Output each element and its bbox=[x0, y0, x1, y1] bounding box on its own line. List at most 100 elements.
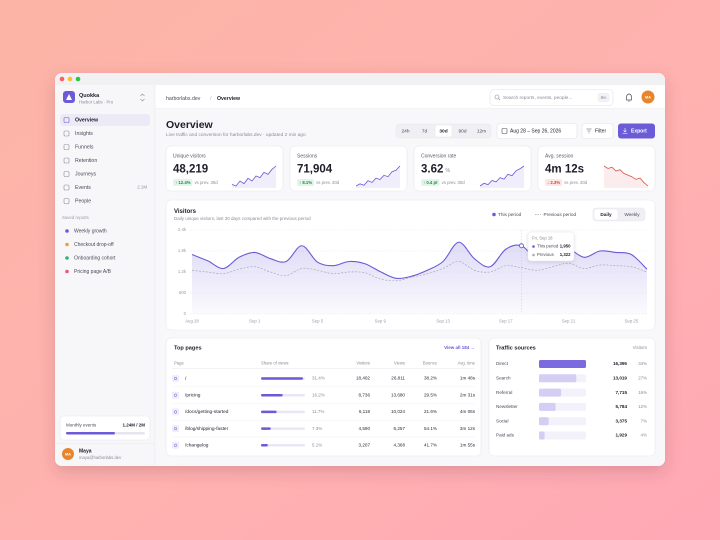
legend-label: This period bbox=[498, 212, 522, 217]
nav-item[interactable]: Funnels bbox=[75, 144, 94, 150]
page-path[interactable]: / bbox=[185, 376, 187, 382]
views: 6,257 bbox=[394, 426, 406, 431]
kpi-card bbox=[165, 145, 284, 192]
x-tick-label: Aug 28 bbox=[185, 319, 199, 324]
visitors: 8,736 bbox=[359, 392, 371, 397]
range-option[interactable]: 12m bbox=[477, 129, 486, 135]
breadcrumb-current: Overview bbox=[217, 96, 241, 102]
source-bar bbox=[539, 374, 577, 383]
nav-active-bg bbox=[60, 114, 150, 126]
page-icon bbox=[172, 425, 179, 433]
kpi-compare: vs prev. 30d bbox=[442, 180, 466, 185]
y-tick-label: 1.2k bbox=[178, 269, 187, 274]
toggle-option[interactable]: Weekly bbox=[624, 212, 640, 217]
date-range: Aug 28 – Sep 26, 2026 bbox=[510, 129, 561, 135]
x-tick-label: Sep 21 bbox=[562, 319, 576, 324]
kpi-delta: ↑ 12.4% bbox=[175, 180, 191, 185]
page-path[interactable]: /pricing bbox=[185, 392, 201, 398]
range-option[interactable]: 30d bbox=[439, 129, 447, 135]
source-track bbox=[539, 431, 586, 440]
range-option[interactable]: 24h bbox=[401, 129, 409, 135]
source-visitors: 13,019 bbox=[613, 376, 627, 381]
nav-item[interactable]: People bbox=[75, 198, 91, 204]
kpi-delta: ↓ 2.3% bbox=[547, 180, 560, 185]
visitors: 3,207 bbox=[359, 443, 371, 448]
saved-report[interactable]: Checkout drop-off bbox=[74, 242, 114, 248]
kpi-compare: vs prev. 30d bbox=[564, 180, 588, 185]
nav-item[interactable]: Insights bbox=[75, 131, 93, 137]
legend-marker bbox=[492, 212, 496, 217]
column-header: Visitors bbox=[356, 361, 370, 366]
report-dot bbox=[65, 256, 69, 260]
sparkline-area bbox=[232, 166, 276, 188]
usage-fill bbox=[66, 432, 115, 435]
report-dot bbox=[65, 242, 69, 247]
kpi-compare: vs prev. 30d bbox=[316, 180, 340, 185]
sparkline-area bbox=[604, 166, 648, 188]
source-track bbox=[539, 417, 586, 426]
user-email: maya@harborlabs.dev bbox=[79, 455, 122, 460]
comparison-line bbox=[191, 261, 648, 282]
avg-time: 1m 48s bbox=[460, 376, 476, 381]
source-name: Paid ads bbox=[496, 433, 515, 438]
kpi-value: 3.62 bbox=[421, 164, 443, 176]
top-avatar[interactable] bbox=[641, 90, 655, 104]
nav-item[interactable]: Retention bbox=[75, 158, 97, 164]
nav-icon bbox=[63, 144, 70, 150]
sparkline bbox=[355, 165, 401, 187]
page-icon-glyph bbox=[173, 427, 178, 431]
report-dot bbox=[65, 229, 69, 233]
range-active bbox=[434, 124, 453, 138]
date-button[interactable] bbox=[496, 123, 578, 139]
sources-card bbox=[488, 337, 656, 457]
kpi-delta: ↑ 0.4 pt bbox=[423, 180, 438, 185]
share-label: 5.1% bbox=[312, 442, 322, 447]
page-path[interactable]: /changelog bbox=[185, 443, 209, 449]
source-name: Direct bbox=[496, 361, 509, 366]
view-all-link[interactable]: View all 184 → bbox=[444, 345, 475, 350]
top-avatar-initials: MA bbox=[645, 95, 651, 99]
nav-item[interactable]: Events bbox=[75, 185, 91, 191]
toggle-option[interactable]: Daily bbox=[600, 212, 612, 217]
user-avatar[interactable] bbox=[62, 448, 74, 460]
maximize-dot[interactable] bbox=[75, 76, 81, 82]
search-box[interactable] bbox=[489, 89, 614, 106]
breadcrumb[interactable]: harborlabs.dev bbox=[166, 96, 201, 102]
sparkline-area bbox=[480, 166, 524, 188]
share-bar bbox=[261, 377, 303, 380]
saved-report[interactable]: Weekly growth bbox=[74, 228, 107, 234]
views: 26,811 bbox=[391, 376, 405, 381]
column-header: Views bbox=[394, 361, 405, 366]
kpi-delta: ↑ 8.1% bbox=[299, 180, 312, 185]
nav-item[interactable]: Overview bbox=[75, 117, 99, 123]
range-option[interactable]: 7d bbox=[422, 129, 428, 135]
usage-label: Monthly events bbox=[66, 423, 97, 428]
range-option[interactable]: 90d bbox=[458, 129, 466, 135]
filter-button[interactable] bbox=[581, 123, 614, 139]
page-path[interactable]: /blog/shipping-faster bbox=[185, 426, 229, 432]
notifications[interactable] bbox=[626, 93, 632, 102]
page-path[interactable]: /docs/getting-started bbox=[185, 409, 229, 415]
saved-report[interactable]: Pricing page A/B bbox=[74, 269, 112, 275]
toggle-active bbox=[593, 208, 619, 221]
tooltip-dot bbox=[532, 245, 535, 248]
tooltip-value: 1,950 bbox=[560, 244, 571, 249]
y-tick-label: 1.8k bbox=[178, 248, 187, 253]
minimize-dot[interactable] bbox=[67, 76, 73, 82]
nav-item[interactable]: Journeys bbox=[75, 171, 96, 177]
page-icon-glyph bbox=[173, 410, 178, 414]
saved-report[interactable]: Onboarding cohort bbox=[74, 255, 116, 261]
workspace-switcher[interactable] bbox=[140, 93, 145, 102]
bounce: 29.5% bbox=[424, 392, 437, 397]
views: 10,024 bbox=[391, 409, 405, 414]
saved-reports-heading: Saved reports bbox=[62, 215, 89, 220]
nav-icon bbox=[63, 198, 70, 204]
column-header: Share of views bbox=[261, 361, 288, 366]
search-placeholder: Search reports, events, people... bbox=[503, 95, 572, 101]
sidebar bbox=[55, 85, 155, 466]
kpi-card bbox=[537, 145, 656, 192]
export-button[interactable] bbox=[618, 123, 655, 139]
sparkline bbox=[603, 165, 649, 187]
close-dot[interactable] bbox=[59, 76, 65, 82]
